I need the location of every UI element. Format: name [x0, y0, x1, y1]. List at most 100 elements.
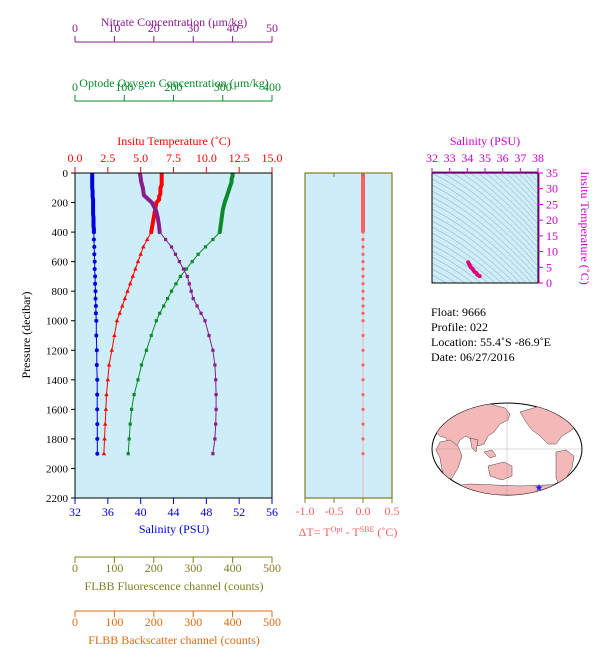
salinity-surface-segment — [90, 173, 96, 235]
temperature-point — [102, 436, 107, 441]
dt-point — [361, 452, 365, 456]
oxygen-point — [127, 437, 131, 441]
dt-point — [361, 393, 365, 397]
dt-point — [361, 333, 365, 338]
temperature-tick-label: 0.0 — [68, 151, 83, 165]
temperature-point — [122, 296, 128, 301]
float-info: Float: 9666 Profile: 022 Location: 55.4˚… — [431, 305, 551, 364]
ts-density-contour — [432, 220, 515, 283]
salinity-axis-label: Salinity (PSU) — [139, 522, 209, 536]
temperature-point — [106, 362, 112, 367]
main-plot-background — [75, 173, 272, 498]
dt-point — [361, 178, 365, 182]
oxygen-point — [149, 333, 153, 338]
nitrate-point — [203, 319, 207, 323]
nitrate-tick-label: 50 — [266, 21, 278, 35]
salinity-point — [91, 237, 96, 242]
ts-salinity-label: Salinity (PSU) — [450, 134, 520, 148]
dt-plot-frame — [304, 172, 393, 499]
dt-point — [361, 348, 365, 352]
pressure-tick-label: 1600 — [46, 404, 69, 416]
nitrate-point — [214, 378, 218, 382]
salinity-point — [92, 244, 97, 249]
ts-y-tick-label: 25 — [546, 197, 558, 211]
nitrate-axis-label: Nitrate Concentration (μm/kg) — [101, 15, 247, 29]
fluorescence-tick-label: 500 — [263, 561, 281, 575]
backscatter-tick-label: 100 — [105, 615, 123, 629]
backscatter-tick-label: 300 — [184, 615, 202, 629]
salinity-point — [92, 267, 97, 271]
temperature-point — [112, 333, 117, 337]
oxygen-point — [211, 237, 215, 242]
ts-density-contour — [452, 173, 538, 249]
temperature-point — [128, 281, 133, 286]
date: Date: 06/27/2016 — [431, 350, 515, 364]
temperature-point — [101, 451, 107, 456]
dt-point — [361, 267, 365, 271]
oxygen-tick-label: 300 — [214, 80, 232, 94]
delta-temperature-panel: -1.0 -0.5 0.0 0.5 ΔT= TOpt - TSBE (˚C) — [296, 172, 400, 539]
salinity-tick-label: 36 — [102, 505, 114, 519]
dt-point — [361, 282, 365, 286]
oxygen-tick-label: 200 — [165, 80, 183, 94]
nitrate-point — [207, 333, 211, 338]
oxygen-point — [158, 311, 162, 315]
oxygen-point — [128, 422, 132, 426]
pressure-tick-label: 1200 — [46, 345, 69, 357]
ts-y-tick-label: 10 — [546, 245, 558, 259]
backscatter-tick-label: 200 — [145, 615, 163, 629]
ts-density-contour — [432, 208, 527, 283]
fluorescence-tick-label: 100 — [105, 561, 123, 575]
fluorescence-tick-label: 0 — [72, 561, 78, 575]
salinity-point — [95, 407, 100, 412]
dt-point — [361, 186, 365, 190]
ts-density-contour — [432, 77, 558, 187]
map-graticule — [432, 403, 582, 495]
salinity-tick-label: 48 — [200, 505, 212, 519]
ts-series — [466, 260, 482, 279]
ts-density-contour — [432, 268, 457, 283]
oxygen-point — [184, 267, 188, 271]
nitrate-point — [177, 260, 181, 264]
pressure-tick-label: 200 — [52, 198, 69, 210]
dt-point — [361, 378, 365, 382]
nitrate-point — [189, 289, 193, 293]
oxygen-tick-label: 100 — [115, 80, 133, 94]
nitrate-point — [173, 252, 178, 256]
world-map: ★ — [431, 402, 583, 496]
dt-point — [361, 230, 365, 234]
temperature-point — [138, 251, 143, 256]
temperature-axis-label: Insitu Temperature (˚C) — [117, 134, 231, 148]
dt-point — [361, 223, 365, 227]
ts-density-contour — [432, 244, 489, 283]
pressure-tick-label: 400 — [52, 227, 69, 239]
ts-y-tick-label: 35 — [546, 166, 558, 180]
oxygen-point — [178, 274, 182, 278]
salinity-point — [95, 436, 100, 441]
temperature-point — [105, 377, 110, 382]
ts-x-tick-label: 37 — [514, 151, 526, 165]
salinity-point — [93, 274, 98, 279]
backscatter-axis-label: FLBB Backscatter channel (counts) — [88, 633, 260, 647]
temperature-point — [104, 392, 109, 397]
ts-x-tick-label: 33 — [444, 151, 456, 165]
ts-x-tick-label: 34 — [461, 151, 473, 165]
ts-density-contour — [432, 190, 538, 279]
dt-point — [361, 193, 365, 197]
dt-point — [361, 252, 365, 256]
ts-temperature-label: Insitu Temperature (˚C) — [578, 171, 592, 285]
dt-series — [361, 173, 365, 498]
profile-number: Profile: 022 — [431, 320, 488, 334]
temperature-point — [135, 259, 141, 264]
dt-tick-label: 0.5 — [385, 504, 400, 518]
temperature-point — [120, 303, 125, 308]
salinity-point — [93, 304, 98, 308]
dt-point — [361, 200, 365, 205]
temperature-point — [117, 310, 122, 315]
ts-y-tick-label: 5 — [546, 260, 552, 274]
salinity-point — [93, 311, 98, 316]
nitrate-point — [213, 437, 217, 441]
oxygen-axis-label: Optode Oxygen Concentration (μm/kg) — [79, 76, 268, 90]
ts-point — [477, 274, 482, 279]
